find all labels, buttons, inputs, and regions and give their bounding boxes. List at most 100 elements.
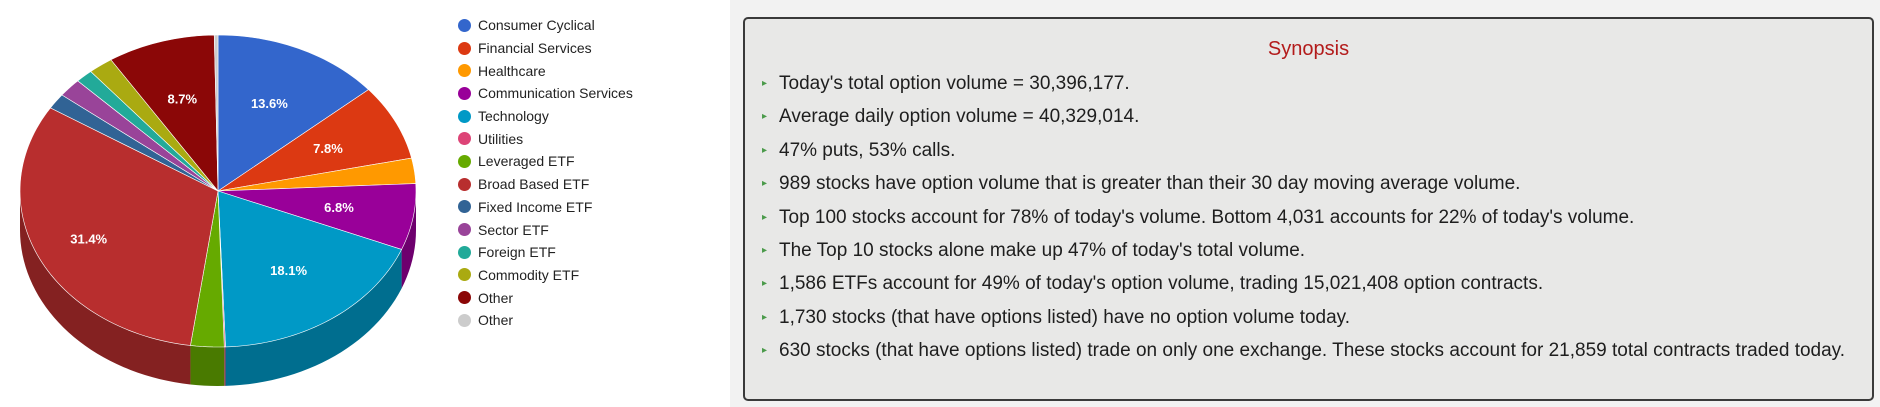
legend-swatch (458, 86, 471, 100)
synopsis-item: ▸ Top 100 stocks account for 78% of today… (757, 203, 1860, 232)
legend-swatch (458, 154, 471, 168)
bullet-icon: ▸ (762, 111, 768, 123)
pie-slice-sector-etf[interactable] (61, 80, 219, 192)
synopsis-item-text: 989 stocks have option volume that is gr… (779, 173, 1521, 195)
legend-entry[interactable]: Consumer Cyclical (458, 14, 633, 37)
synopsis-item: ▸ The Top 10 stocks alone make up 47% of … (757, 236, 1860, 265)
pie-side-utilities (224, 346, 226, 386)
legend-entry[interactable]: Broad Based ETF (458, 173, 633, 196)
pie-slice-other[interactable] (110, 34, 219, 192)
legend-entry[interactable]: Communication Services (458, 82, 633, 105)
pie-slice-consumer-cyclical[interactable] (217, 34, 369, 192)
pie-data-label: 13.6% (251, 96, 288, 111)
pie-labels: 13.6% 7.8% 6.8% 18.1% 31.4% 8.7% (70, 92, 354, 279)
legend-label: Financial Services (478, 40, 592, 57)
pie-side-walls (20, 191, 416, 386)
synopsis-item-text: 1,730 stocks (that have options listed) … (779, 306, 1351, 328)
pie-slice-healthcare[interactable] (217, 157, 417, 192)
legend-entry[interactable]: Fixed Income ETF (458, 196, 633, 219)
synopsis-item-text: 1,586 ETFs account for 49% of today's op… (779, 273, 1544, 295)
legend-label: Other (478, 289, 514, 306)
synopsis-item: ▸ 1,586 ETFs account for 49% of today's o… (757, 269, 1860, 298)
legend-label: Technology (478, 108, 549, 125)
bullet-icon: ▸ (762, 311, 768, 323)
legend-entry[interactable]: Financial Services (458, 37, 633, 60)
legend-entry[interactable]: Sector ETF (458, 218, 633, 241)
synopsis-panel: Synopsis ▸ Today's total option volume = … (743, 17, 1874, 401)
synopsis-item: ▸ 1,730 stocks (that have options listed)… (757, 303, 1860, 332)
synopsis-item: ▸ Today's total option volume = 30,396,17… (757, 69, 1860, 98)
pie-side-technology (225, 249, 402, 386)
legend-label: Commodity ETF (478, 266, 580, 283)
synopsis-item-text: 630 stocks (that have options listed) tr… (779, 340, 1846, 362)
legend-swatch (458, 177, 471, 191)
bullet-icon: ▸ (762, 278, 768, 290)
legend-entry[interactable]: Leveraged ETF (458, 150, 633, 173)
pie-slice-other[interactable] (213, 34, 219, 192)
legend-label: Foreign ETF (478, 244, 556, 261)
legend-label: Communication Services (478, 85, 633, 102)
bullet-icon: ▸ (762, 78, 768, 89)
synopsis-item-text: Today's total option volume = 30,396,177… (779, 73, 1130, 94)
bullet-icon: ▸ (762, 144, 768, 156)
legend-swatch (458, 268, 471, 282)
pie-slice-financial-services[interactable] (217, 89, 412, 192)
pie-slice-technology[interactable] (217, 190, 403, 348)
legend-swatch (458, 132, 471, 146)
pie-slice-commodity-etf[interactable] (90, 59, 219, 192)
pie-data-label: 7.8% (313, 141, 343, 156)
legend-label: Other (478, 312, 514, 329)
pie-chart: 13.6% 7.8% 6.8% 18.1% 31.4% 8.7% (19, 34, 417, 386)
legend-entry[interactable]: Other (458, 309, 633, 332)
pie-side-leveraged-etf (190, 345, 225, 386)
pie-slice-communication-services[interactable] (217, 183, 417, 250)
legend-swatch (458, 313, 471, 327)
pie-slices (19, 34, 417, 348)
chart-legend: Consumer Cyclical Financial Services Healt… (458, 14, 633, 332)
legend-swatch (458, 291, 471, 305)
synopsis-item-text: Average daily option volume = 40,329,014… (779, 106, 1140, 128)
synopsis-item: ▸ Average daily option volume = 40,329,01… (757, 102, 1860, 131)
legend-label: Sector ETF (478, 221, 549, 238)
legend-swatch (458, 200, 471, 214)
legend-swatch (458, 245, 471, 259)
synopsis-item: ▸ 47% puts, 53% calls. (757, 136, 1860, 165)
legend-swatch (458, 18, 471, 32)
pie-slice-leveraged-etf[interactable] (190, 190, 225, 348)
legend-label: Utilities (478, 130, 524, 147)
legend-entry[interactable]: Healthcare (458, 59, 633, 82)
pie-data-label: 6.8% (324, 200, 354, 215)
synopsis-item: ▸ 989 stocks have option volume that is g… (757, 169, 1860, 198)
pie-data-label: 31.4% (70, 231, 107, 246)
legend-label: Leveraged ETF (478, 153, 575, 170)
legend-entry[interactable]: Foreign ETF (458, 241, 633, 264)
pie-data-label: 18.1% (270, 263, 307, 278)
legend-entry[interactable]: Technology (458, 105, 633, 128)
legend-entry[interactable]: Other (458, 286, 633, 309)
synopsis-item-text: 47% puts, 53% calls. (779, 139, 956, 161)
legend-label: Consumer Cyclical (478, 17, 595, 34)
synopsis-list: ▸ Today's total option volume = 30,396,17… (757, 69, 1860, 365)
synopsis-item-text: Top 100 stocks account for 78% of today'… (779, 206, 1635, 228)
legend-swatch (458, 64, 471, 78)
synopsis-item-text: The Top 10 stocks alone make up 47% of t… (779, 239, 1306, 261)
bullet-icon: ▸ (762, 244, 768, 256)
synopsis-title: Synopsis (1267, 38, 1350, 60)
bullet-icon: ▸ (762, 178, 768, 190)
chart-panel: 13.6% 7.8% 6.8% 18.1% 31.4% 8.7% Consumer Cyc… (0, 0, 730, 407)
pie-side-communication-services (401, 191, 416, 289)
bullet-icon: ▸ (762, 345, 768, 357)
bullet-icon: ▸ (762, 211, 768, 223)
legend-swatch (458, 109, 471, 123)
legend-label: Healthcare (478, 62, 546, 79)
legend-label: Fixed Income ETF (478, 198, 593, 215)
pie-side-broad-based-etf (20, 191, 191, 385)
pie-data-label: 8.7% (167, 92, 197, 107)
legend-swatch (458, 223, 471, 237)
legend-entry[interactable]: Utilities (458, 127, 633, 150)
legend-entry[interactable]: Commodity ETF (458, 264, 633, 287)
synopsis-item: ▸ 630 stocks (that have options listed) t… (757, 336, 1860, 365)
legend-label: Broad Based ETF (478, 176, 590, 193)
pie-slice-broad-based-etf[interactable] (19, 107, 219, 346)
legend-swatch (458, 41, 471, 55)
